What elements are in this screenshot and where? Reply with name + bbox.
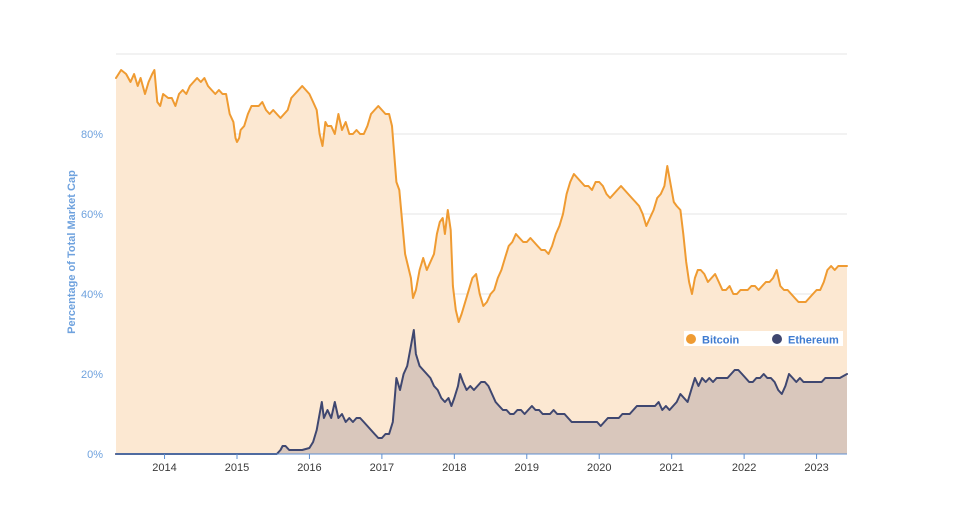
x-tick-label: 2016 — [297, 462, 321, 474]
x-tick-label: 2020 — [587, 462, 611, 474]
x-tick-label: 2015 — [225, 462, 249, 474]
x-tick-label: 2022 — [732, 462, 756, 474]
line-ethereum — [115, 329, 848, 455]
x-tick-label: 2019 — [515, 462, 539, 474]
legend-label-bitcoin: Bitcoin — [702, 335, 740, 347]
legend-label-ethereum: Ethereum — [788, 335, 839, 347]
x-tick-label: 2021 — [659, 462, 683, 474]
x-tick-label: 2017 — [370, 462, 394, 474]
y-tick-label: 80% — [81, 129, 103, 141]
x-tick-label: 2018 — [442, 462, 466, 474]
legend-marker-ethereum — [772, 334, 782, 344]
x-tick-label: 2014 — [152, 462, 176, 474]
x-tick-label: 2023 — [804, 462, 828, 474]
y-tick-label: 20% — [81, 369, 103, 381]
area-ethereum — [116, 330, 847, 454]
area-bitcoin — [116, 70, 847, 454]
legend-background — [684, 331, 843, 346]
legend-item-ethereum[interactable]: Ethereum — [772, 334, 839, 347]
series-areas — [116, 70, 847, 454]
line-bitcoin — [115, 69, 848, 323]
legend-marker-bitcoin — [686, 334, 696, 344]
legend-item-bitcoin[interactable]: Bitcoin — [686, 334, 740, 347]
axes: 0% 20% 40% 60% 80% 2014 2015 2016 2017 2018 2019 20… — [81, 129, 847, 474]
legend[interactable]: Bitcoin Ethereum — [684, 331, 843, 347]
y-axis-title: Percentage of Total Market Cap — [66, 170, 78, 334]
y-tick-label: 0% — [87, 449, 103, 461]
y-tick-label: 40% — [81, 289, 103, 301]
series-lines — [115, 69, 848, 455]
y-tick-label: 60% — [81, 209, 103, 221]
